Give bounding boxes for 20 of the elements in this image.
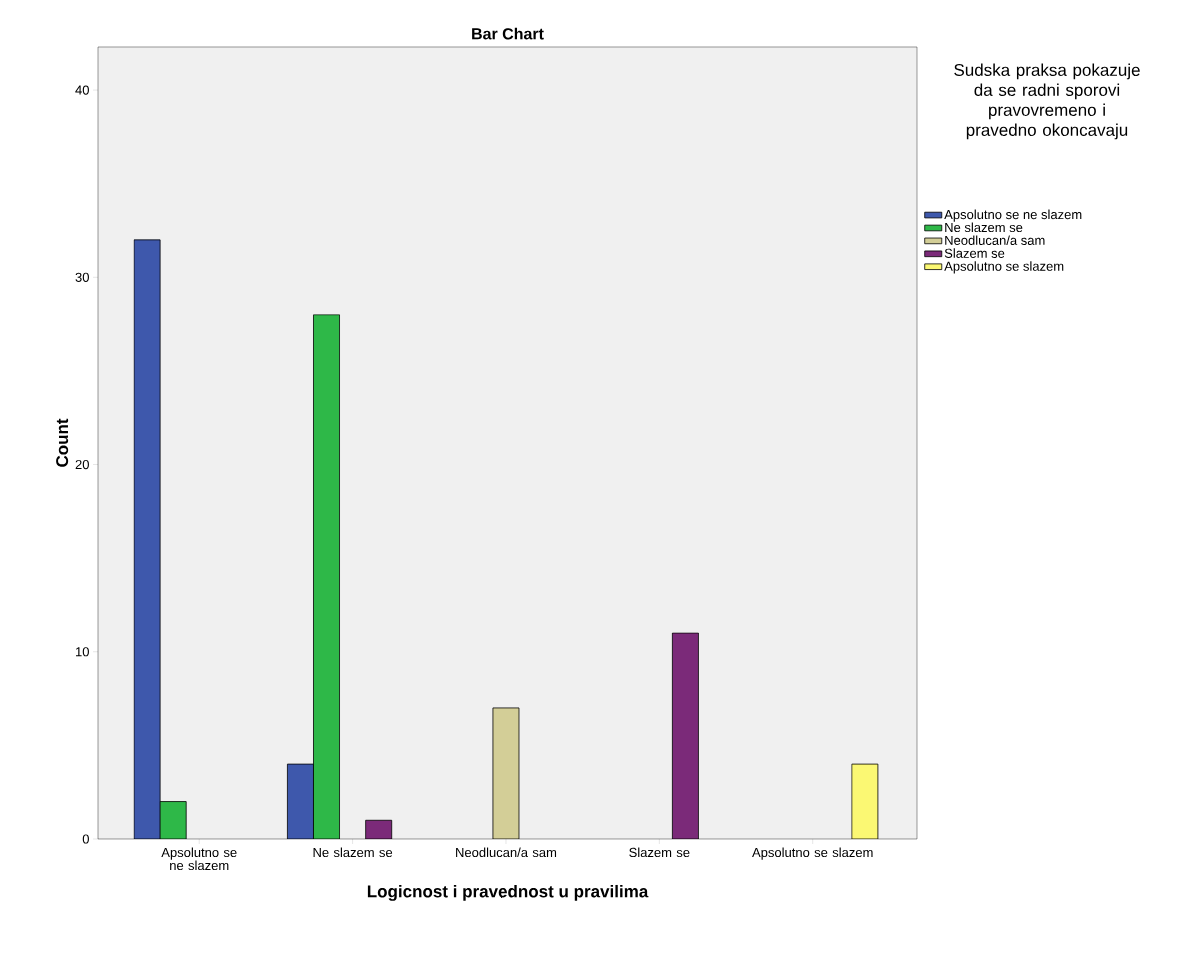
bar — [671, 632, 699, 839]
x-tick-label: Slazem se — [629, 847, 690, 858]
y-tick-label: 30 — [75, 272, 89, 282]
x-tick-label: Apsolutno se slazem — [752, 847, 873, 860]
y-tick-label: 10 — [76, 647, 89, 657]
legend-label: Apsolutno se slazem — [944, 261, 1064, 274]
x-tick-label: Ne slazem se — [313, 847, 393, 858]
y-axis-title: Count — [56, 418, 69, 467]
x-axis-title: Logicnost i pravednost u pravilima — [367, 884, 649, 901]
legend-title: Sudska praksa pokazuje da se radni sporovi pravovremeno i pravedno okoncavaju — [954, 63, 1140, 140]
legend-label: Ne slazem se — [945, 222, 1023, 233]
legend-label: Slazem se — [944, 248, 1005, 258]
x-tick-label: Apsolutno se ne slazem — [161, 847, 237, 871]
y-tick-label: 20 — [75, 459, 89, 470]
y-tick-label: 40 — [75, 85, 89, 95]
y-tick-label: 0 — [82, 834, 89, 844]
chart-title: Bar Chart — [472, 27, 544, 40]
legend-label: Neodlucan/a sam — [945, 235, 1045, 245]
x-tick-label: Neodlucan/a sam — [456, 847, 557, 858]
legend-label: Apsolutno se ne slazem — [944, 209, 1082, 222]
